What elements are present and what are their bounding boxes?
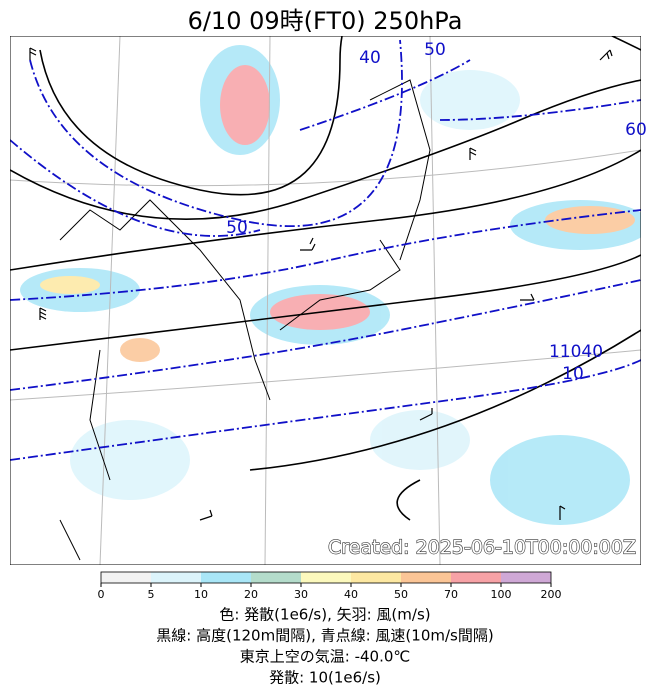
caption-line: 黒線: 高度(120m間隔), 青点線: 風速(10m/s間隔) xyxy=(156,627,493,645)
colorbar-tick-label: 5 xyxy=(148,588,155,601)
contour-label: 40 xyxy=(359,48,381,68)
caption-line: 色: 発散(1e6/s), 矢羽: 風(m/s) xyxy=(219,606,430,624)
colorbar-tick-label: 200 xyxy=(541,588,562,601)
colorbar-segment xyxy=(201,572,251,583)
colorbar-tick-label: 10 xyxy=(194,588,208,601)
contour-label: 60 xyxy=(625,120,647,140)
map-area xyxy=(10,36,641,565)
contour-label: 50 xyxy=(226,218,248,238)
colorbar-segment xyxy=(451,572,501,583)
colorbar-segment xyxy=(351,572,401,583)
colorbar-tick-label: 30 xyxy=(294,588,308,601)
caption-line: 東京上空の気温: -40.0℃ xyxy=(240,648,410,666)
contour-label: 50 xyxy=(424,40,446,60)
colorbar-tick-label: 0 xyxy=(98,588,105,601)
contour-label: 11040 xyxy=(549,342,603,362)
colorbar-segment xyxy=(501,572,551,583)
colorbar-tick-label: 40 xyxy=(344,588,358,601)
colorbar-segment xyxy=(101,572,151,583)
colorbar-tick-label: 20 xyxy=(244,588,258,601)
colorbar-tick-label: 50 xyxy=(394,588,408,601)
colorbar-segment xyxy=(251,572,301,583)
colorbar-segment xyxy=(401,572,451,583)
contour-label: 10 xyxy=(562,364,584,384)
colorbar-tick-label: 70 xyxy=(444,588,458,601)
title: 6/10 09時(FT0) 250hPa xyxy=(188,7,463,35)
colorbar-segment xyxy=(151,572,201,583)
colorbar-frame xyxy=(100,571,552,584)
caption-line: 発散: 10(1e6/s) xyxy=(269,669,381,687)
watermark: Created: 2025-06-10T00:00:00Z xyxy=(328,537,636,559)
colorbar-tick-label: 100 xyxy=(491,588,512,601)
colorbar-segment xyxy=(301,572,351,583)
